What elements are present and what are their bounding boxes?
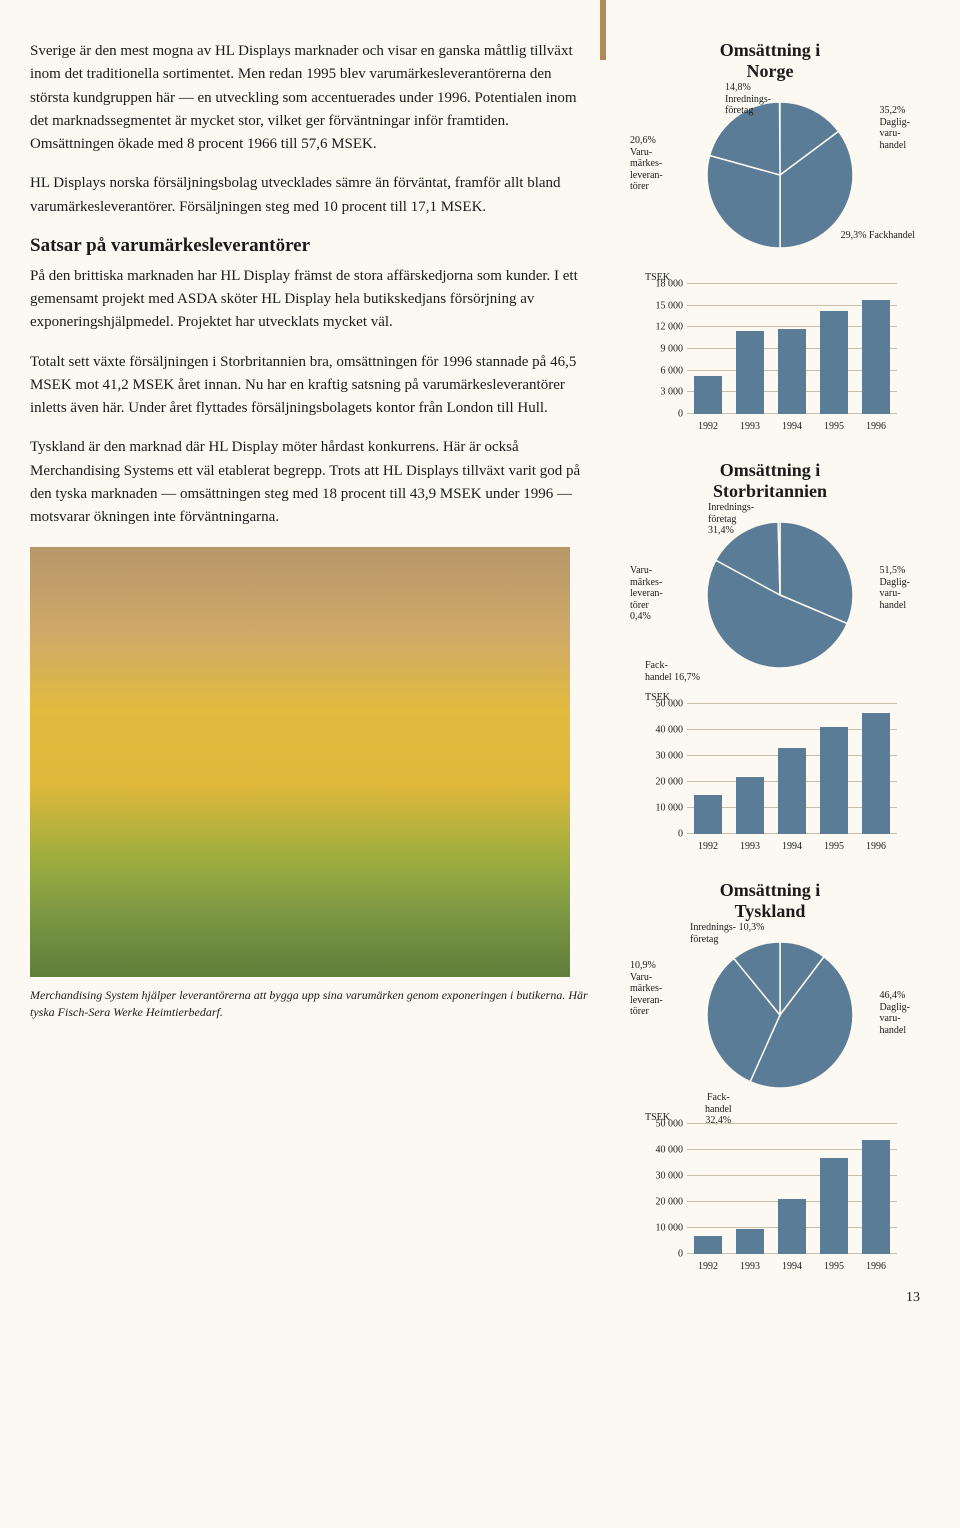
x-tick-label: 1993	[733, 421, 767, 432]
bar	[820, 311, 848, 414]
x-tick-label: 1993	[733, 1261, 767, 1272]
x-tick-label: 1992	[691, 421, 725, 432]
photo-caption: Merchandising System hjälper leverantöre…	[30, 987, 590, 1021]
y-tick-label: 3 000	[661, 387, 684, 398]
title-uk: Omsättning i Storbritannien	[620, 460, 920, 502]
x-tick-label: 1994	[775, 841, 809, 852]
y-tick-label: 30 000	[656, 1171, 684, 1182]
title-germany: Omsättning i Tyskland	[620, 880, 920, 922]
bar	[778, 1199, 806, 1254]
store-photo	[30, 547, 570, 977]
x-tick-label: 1996	[859, 1261, 893, 1272]
bar-chart-uk: TSEK010 00020 00030 00040 00050 00019921…	[635, 696, 905, 856]
y-tick-label: 30 000	[656, 751, 684, 762]
pie-label: 20,6% Varu- märkes- leveran- törer	[630, 135, 663, 193]
pie-label: Fack- handel 16,7%	[645, 660, 700, 683]
y-tick-label: 0	[678, 829, 683, 840]
section-uk: Omsättning i Storbritannien Inrednings- …	[620, 460, 920, 856]
y-tick-label: 9 000	[661, 344, 684, 355]
heading-brands: Satsar på varumärkesleverantörer	[30, 235, 590, 257]
y-tick-label: 20 000	[656, 777, 684, 788]
x-tick-label: 1992	[691, 1261, 725, 1272]
y-tick-label: 10 000	[656, 1223, 684, 1234]
y-tick-label: 10 000	[656, 803, 684, 814]
paragraph-2: HL Displays norska försäljningsbolag utv…	[30, 172, 590, 219]
y-tick-label: 12 000	[656, 322, 684, 333]
bar	[694, 795, 722, 834]
x-tick-label: 1994	[775, 421, 809, 432]
decorative-bar	[600, 0, 606, 60]
pie-label: Inrednings- 10,3% företag	[690, 922, 764, 945]
bar	[694, 376, 722, 414]
body-text-column: Sverige är den mest mogna av HL Displays…	[30, 40, 590, 1300]
bar	[820, 727, 848, 834]
bar	[736, 331, 764, 414]
pie-norway: 14,8% Inrednings- företag 35,2% Daglig- …	[630, 90, 910, 270]
pie-label: 46,4% Daglig- varu- handel	[879, 990, 910, 1036]
y-tick-label: 50 000	[656, 1119, 684, 1130]
bar	[778, 329, 806, 414]
y-tick-label: 40 000	[656, 725, 684, 736]
bar	[736, 777, 764, 834]
bar-chart-germany: TSEK010 00020 00030 00040 00050 00019921…	[635, 1116, 905, 1276]
bar-chart-norway: TSEK03 0006 0009 00012 00015 00018 00019…	[635, 276, 905, 436]
x-tick-label: 1995	[817, 421, 851, 432]
y-tick-label: 0	[678, 409, 683, 420]
paragraph-1: Sverige är den mest mogna av HL Displays…	[30, 40, 590, 156]
x-tick-label: 1996	[859, 841, 893, 852]
pie-uk: Inrednings- företag 31,4% 51,5% Daglig- …	[630, 510, 910, 690]
pie-label: 51,5% Daglig- varu- handel	[879, 565, 910, 611]
title-norway: Omsättning i Norge	[620, 40, 920, 82]
pie-label: Inrednings- företag 31,4%	[708, 502, 754, 537]
bar	[694, 1236, 722, 1254]
x-tick-label: 1994	[775, 1261, 809, 1272]
bar	[862, 1140, 890, 1254]
bar	[778, 748, 806, 834]
pie-label: 29,3% Fackhandel	[841, 230, 915, 242]
bar	[736, 1229, 764, 1254]
y-tick-label: 18 000	[656, 279, 684, 290]
x-tick-label: 1996	[859, 421, 893, 432]
paragraph-4: Totalt sett växte försäljningen i Storbr…	[30, 351, 590, 421]
y-tick-label: 20 000	[656, 1197, 684, 1208]
pie-label: 10,9% Varu- märkes- leveran- törer	[630, 960, 663, 1018]
section-germany: Omsättning i Tyskland Inrednings- 10,3% …	[620, 880, 920, 1276]
pie-germany: Inrednings- 10,3% företag 46,4% Daglig- …	[630, 930, 910, 1110]
y-tick-label: 50 000	[656, 699, 684, 710]
x-tick-label: 1995	[817, 841, 851, 852]
section-norway: Omsättning i Norge 14,8% Inrednings- för…	[620, 40, 920, 436]
page-number: 13	[906, 1290, 920, 1306]
paragraph-3: På den brittiska marknaden har HL Displa…	[30, 265, 590, 335]
y-tick-label: 40 000	[656, 1145, 684, 1156]
y-tick-label: 0	[678, 1249, 683, 1260]
bar	[862, 300, 890, 414]
x-tick-label: 1993	[733, 841, 767, 852]
pie-label: 14,8% Inrednings- företag	[725, 82, 771, 117]
y-tick-label: 15 000	[656, 300, 684, 311]
pie-label: Varu- märkes- leveran- törer 0,4%	[630, 565, 663, 623]
pie-label: 35,2% Daglig- varu- handel	[879, 105, 910, 151]
bar	[820, 1158, 848, 1254]
bar	[862, 713, 890, 834]
y-tick-label: 6 000	[661, 365, 684, 376]
paragraph-5: Tyskland är den marknad där HL Display m…	[30, 436, 590, 529]
charts-column: Omsättning i Norge 14,8% Inrednings- för…	[610, 40, 920, 1300]
x-tick-label: 1992	[691, 841, 725, 852]
x-tick-label: 1995	[817, 1261, 851, 1272]
